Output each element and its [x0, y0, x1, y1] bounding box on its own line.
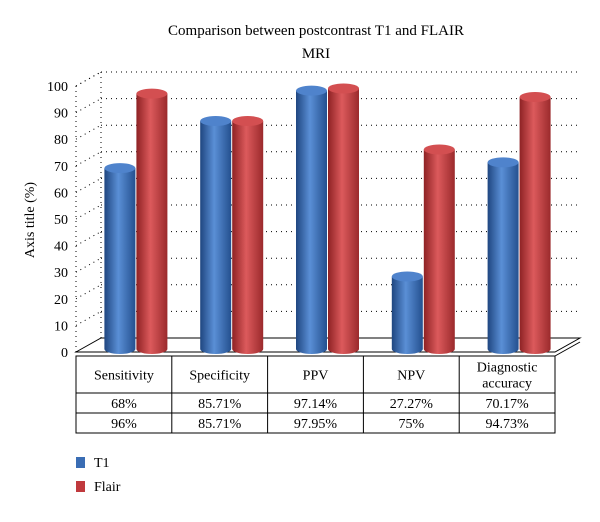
data-label-flair: 97.95% — [294, 417, 338, 432]
data-label-flair: 94.73% — [486, 417, 530, 432]
bars — [104, 83, 551, 355]
y-tick-label: 70 — [54, 160, 68, 175]
gridline-side — [75, 204, 102, 220]
bar-t1-5 — [487, 162, 519, 354]
bar-flair-3 — [328, 88, 359, 354]
legend-label-t1: T1 — [94, 456, 110, 471]
y-tick-label: 50 — [54, 213, 68, 228]
data-label-flair: 85.71% — [198, 417, 242, 432]
bar-top-t1-2 — [200, 116, 232, 127]
legend-label-flair: Flair — [94, 480, 121, 495]
data-label-t1: 68% — [111, 397, 137, 412]
gridline-side — [75, 151, 102, 167]
legend-swatch-flair — [76, 481, 85, 492]
category-label: Specificity — [189, 369, 250, 384]
y-tick-label: 10 — [54, 319, 68, 334]
legend: T1 Flair — [76, 456, 121, 495]
legend-swatch-t1 — [76, 457, 85, 468]
y-axis-ticks: 0 10 20 30 40 50 60 70 80 90 100 — [47, 80, 68, 361]
bar-top-flair-3 — [328, 83, 359, 94]
category-label: PPV — [303, 369, 329, 384]
gridline-side — [75, 98, 102, 114]
bar-top-flair-5 — [519, 92, 551, 103]
bar-top-t1-4 — [391, 271, 423, 282]
bar-flair-4 — [423, 149, 455, 354]
bar-top-t1-1 — [104, 163, 136, 174]
side-wall-top-edge — [75, 71, 102, 87]
chart-title-line2: MRI — [302, 46, 330, 62]
data-label-t1: 85.71% — [198, 397, 242, 412]
bar-flair-1 — [136, 93, 168, 354]
gridline-side — [75, 310, 102, 326]
gridline-side — [75, 124, 102, 140]
gridline-side — [75, 71, 102, 87]
gridline-side — [75, 177, 102, 193]
y-tick-label: 80 — [54, 133, 68, 148]
bar-flair-2 — [232, 121, 264, 354]
data-label-t1: 97.14% — [294, 397, 338, 412]
bar-top-flair-2 — [232, 116, 264, 127]
bar-top-flair-4 — [423, 144, 455, 155]
bar-t1-4 — [391, 276, 423, 354]
y-tick-label: 60 — [54, 186, 68, 201]
bar-flair-5 — [519, 97, 551, 355]
y-tick-label: 40 — [54, 240, 68, 255]
bar-t1-3 — [296, 90, 327, 354]
bar-top-t1-3 — [296, 85, 327, 96]
bar-top-flair-1 — [136, 88, 168, 99]
data-table: Sensitivity 68% 96% Specificity 85.71% 85.71%… — [75, 341, 581, 434]
bar-t1-2 — [200, 121, 232, 354]
bar-top-t1-5 — [487, 157, 519, 168]
category-label: NPV — [397, 369, 425, 384]
category-label: accuracy — [482, 377, 532, 392]
category-label: Diagnostic — [477, 361, 538, 376]
y-tick-label: 100 — [47, 80, 68, 95]
data-label-t1: 70.17% — [486, 397, 530, 412]
y-tick-label: 0 — [61, 346, 68, 361]
bar-t1-1 — [104, 168, 136, 354]
gridline-side — [75, 284, 102, 300]
gridline-side — [75, 257, 102, 273]
data-label-flair: 96% — [111, 417, 137, 432]
y-axis-label: Axis title (%) — [23, 182, 38, 259]
gridline-side — [75, 231, 102, 247]
data-label-t1: 27.27% — [390, 397, 434, 412]
data-label-flair: 75% — [398, 417, 424, 432]
y-tick-label: 20 — [54, 293, 68, 308]
y-tick-label: 30 — [54, 266, 68, 281]
table-corner-edge — [554, 341, 581, 357]
chart-title-line1: Comparison between postcontrast T1 and F… — [168, 23, 464, 39]
category-label: Sensitivity — [94, 369, 154, 384]
table-border — [75, 355, 556, 434]
y-tick-label: 90 — [54, 107, 68, 122]
